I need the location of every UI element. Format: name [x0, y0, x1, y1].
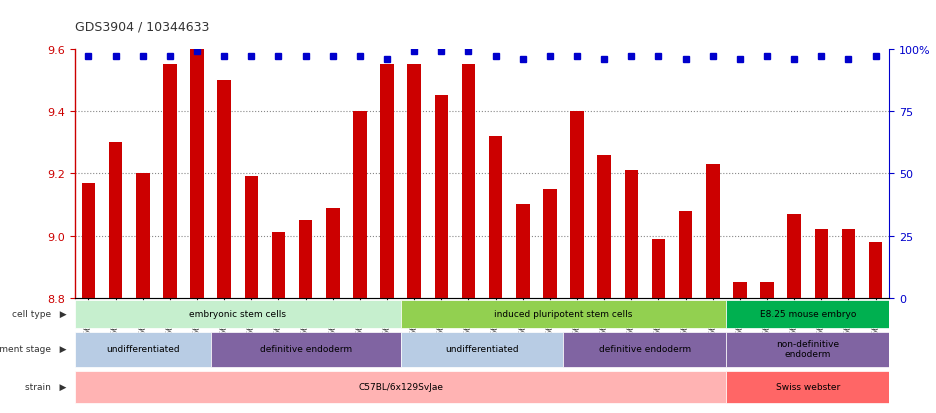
FancyBboxPatch shape	[401, 332, 563, 367]
Text: Swiss webster: Swiss webster	[776, 382, 840, 391]
Text: definitive endoderm: definitive endoderm	[259, 344, 352, 354]
FancyBboxPatch shape	[211, 332, 401, 367]
Bar	[407, 65, 421, 298]
Bar	[271, 233, 285, 298]
FancyBboxPatch shape	[726, 332, 889, 367]
Bar	[733, 282, 747, 298]
Bar	[706, 164, 720, 298]
Text: strain   ▶: strain ▶	[25, 382, 66, 391]
Bar	[679, 211, 693, 298]
FancyBboxPatch shape	[75, 371, 726, 403]
Bar	[380, 65, 394, 298]
Bar	[434, 96, 448, 298]
Text: cell type   ▶: cell type ▶	[12, 309, 66, 318]
Bar	[109, 143, 123, 298]
FancyBboxPatch shape	[563, 332, 726, 367]
Bar	[244, 177, 258, 298]
Text: GDS3904 / 10344633: GDS3904 / 10344633	[75, 20, 210, 33]
FancyBboxPatch shape	[75, 300, 401, 329]
Bar	[190, 50, 204, 298]
Bar	[299, 221, 313, 298]
Bar	[624, 171, 638, 298]
Text: undifferentiated: undifferentiated	[446, 344, 519, 354]
Bar	[597, 155, 611, 298]
Bar	[489, 137, 503, 298]
Text: E8.25 mouse embryo: E8.25 mouse embryo	[760, 309, 856, 318]
FancyBboxPatch shape	[726, 300, 889, 329]
Text: C57BL/6x129SvJae: C57BL/6x129SvJae	[358, 382, 443, 391]
Bar	[353, 112, 367, 298]
Bar	[651, 239, 665, 298]
Bar	[163, 65, 177, 298]
Bar	[217, 81, 231, 298]
Bar	[869, 242, 883, 298]
Bar	[787, 214, 801, 298]
Text: non-definitive
endoderm: non-definitive endoderm	[776, 339, 840, 358]
Bar	[814, 230, 828, 298]
Bar	[461, 65, 475, 298]
Bar	[841, 230, 856, 298]
Bar	[570, 112, 584, 298]
Text: embryonic stem cells: embryonic stem cells	[189, 309, 286, 318]
FancyBboxPatch shape	[75, 332, 211, 367]
Bar	[543, 190, 557, 298]
Bar	[516, 205, 530, 298]
Text: definitive endoderm: definitive endoderm	[599, 344, 691, 354]
Text: undifferentiated: undifferentiated	[106, 344, 180, 354]
Bar	[760, 282, 774, 298]
Bar	[326, 208, 340, 298]
FancyBboxPatch shape	[401, 300, 726, 329]
Bar	[136, 174, 150, 298]
Text: development stage   ▶: development stage ▶	[0, 344, 66, 354]
Text: induced pluripotent stem cells: induced pluripotent stem cells	[494, 309, 633, 318]
Bar	[81, 183, 95, 298]
FancyBboxPatch shape	[726, 371, 889, 403]
